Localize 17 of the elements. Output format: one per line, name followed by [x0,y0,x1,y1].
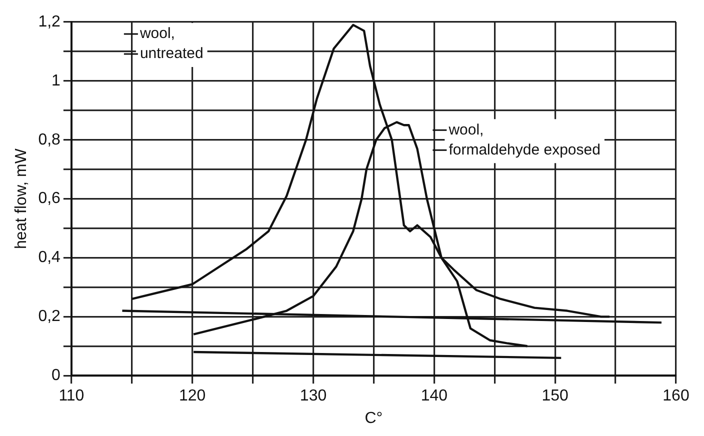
x-tick-label: 120 [179,388,206,405]
x-tick-label: 140 [420,388,448,405]
legend-label: wool, untreated [138,25,204,62]
y-tick-label: 0,4 [38,249,61,266]
x-axis-title: C° [364,410,383,427]
legend-label: wool, formaldehyde exposed [448,121,600,158]
x-tick-label: 160 [662,388,690,405]
x-tick-label: 150 [542,388,569,405]
y-tick-label: 1 [52,72,61,90]
y-axis-title: heat flow, mW [13,148,30,250]
x-tick-label: 110 [58,388,84,405]
y-tick-label: 0,6 [38,190,61,208]
y-tick-label: 1,2 [38,13,61,30]
y-tick-label: 0 [52,367,61,384]
y-tick-label: 0,2 [38,308,61,326]
x-tick-label: 130 [300,388,327,405]
y-tick-label: 0,8 [38,131,61,148]
